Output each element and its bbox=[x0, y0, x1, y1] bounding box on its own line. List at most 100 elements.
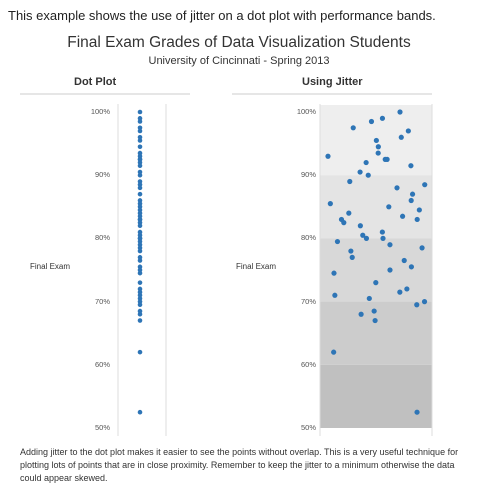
data-point-jitter bbox=[373, 280, 379, 286]
panel-title-dot-plot: Dot Plot bbox=[74, 76, 117, 88]
y-tick-label: 50% bbox=[300, 423, 316, 432]
y-tick-label: 50% bbox=[94, 423, 110, 432]
data-point-jitter bbox=[384, 156, 390, 162]
data-point-dot-plot bbox=[137, 229, 143, 235]
data-point-dot-plot bbox=[137, 236, 143, 241]
data-point-dot-plot bbox=[137, 179, 143, 184]
chart-title: Final Exam Grades of Data Visualization … bbox=[67, 34, 411, 51]
data-point-jitter bbox=[363, 235, 370, 241]
data-point-dot-plot bbox=[137, 153, 143, 159]
data-point-dot-plot bbox=[137, 267, 143, 273]
data-point-jitter bbox=[416, 207, 422, 213]
data-point-dot-plot bbox=[137, 270, 143, 276]
data-point-dot-plot bbox=[137, 150, 143, 156]
data-point-jitter bbox=[414, 302, 420, 308]
data-point-jitter bbox=[414, 409, 420, 415]
y-tick-label: 70% bbox=[94, 296, 110, 306]
data-point-jitter bbox=[348, 248, 354, 254]
data-point-dot-plot bbox=[137, 201, 143, 206]
data-point-dot-plot bbox=[137, 242, 143, 248]
data-point-dot-plot bbox=[137, 213, 143, 219]
data-point-jitter bbox=[387, 267, 393, 273]
data-point-jitter bbox=[366, 295, 372, 302]
data-point-jitter bbox=[419, 245, 425, 251]
data-point-dot-plot bbox=[137, 308, 143, 314]
data-point-jitter bbox=[349, 254, 355, 260]
row-label-dot-plot: Final Exam bbox=[30, 262, 71, 271]
data-point-dot-plot bbox=[137, 223, 143, 229]
data-point-dot-plot bbox=[137, 280, 143, 285]
data-point-jitter bbox=[341, 220, 347, 226]
data-point-dot-plot bbox=[137, 245, 143, 251]
data-point-dot-plot bbox=[137, 172, 143, 178]
data-point-dot-plot bbox=[137, 409, 143, 415]
y-tick-label: 80% bbox=[300, 233, 316, 243]
data-point-jitter bbox=[368, 118, 375, 125]
data-point-jitter bbox=[421, 299, 428, 305]
data-point-jitter bbox=[387, 242, 393, 248]
data-point-jitter bbox=[397, 289, 403, 295]
data-point-dot-plot bbox=[137, 185, 143, 191]
data-point-jitter bbox=[404, 286, 410, 292]
data-point-dot-plot bbox=[137, 299, 143, 304]
data-point-dot-plot bbox=[137, 144, 143, 150]
data-point-dot-plot bbox=[137, 207, 143, 213]
data-point-jitter bbox=[332, 292, 338, 298]
data-point-dot-plot bbox=[137, 128, 143, 134]
data-point-jitter bbox=[358, 311, 364, 317]
data-point-jitter bbox=[347, 178, 353, 185]
data-point-jitter bbox=[372, 317, 378, 324]
data-point-dot-plot bbox=[137, 204, 143, 210]
data-point-jitter bbox=[379, 115, 386, 121]
data-point-dot-plot bbox=[137, 349, 143, 355]
y-tick-label: 60% bbox=[94, 359, 110, 369]
y-tick-label: 80% bbox=[94, 233, 110, 243]
data-point-dot-plot bbox=[137, 138, 143, 143]
data-point-dot-plot bbox=[137, 248, 143, 254]
data-point-dot-plot bbox=[137, 258, 143, 263]
y-tick-label: 90% bbox=[300, 170, 316, 180]
data-point-jitter bbox=[401, 257, 407, 264]
data-point-jitter bbox=[331, 349, 337, 355]
panel-title-jitter: Using Jitter bbox=[302, 76, 363, 88]
data-point-dot-plot bbox=[137, 160, 143, 165]
intro-text: This example shows the use of jitter on … bbox=[8, 8, 436, 23]
data-point-dot-plot bbox=[137, 311, 143, 317]
performance-band bbox=[320, 175, 432, 239]
data-point-jitter bbox=[373, 137, 379, 144]
data-point-dot-plot bbox=[137, 296, 143, 301]
data-point-jitter bbox=[327, 201, 333, 207]
data-point-dot-plot bbox=[137, 125, 143, 131]
data-point-jitter bbox=[350, 125, 356, 131]
data-point-dot-plot bbox=[137, 255, 143, 260]
data-point-dot-plot bbox=[137, 116, 143, 121]
data-point-dot-plot bbox=[137, 169, 143, 175]
data-point-jitter bbox=[399, 213, 406, 219]
data-point-dot-plot bbox=[137, 239, 143, 244]
chart-caption: Adding jitter to the dot plot makes it e… bbox=[20, 447, 459, 483]
data-point-dot-plot bbox=[137, 232, 143, 238]
data-point-dot-plot bbox=[137, 109, 143, 115]
data-point-jitter bbox=[405, 128, 411, 134]
y-tick-label: 70% bbox=[300, 296, 316, 306]
data-point-jitter bbox=[408, 197, 414, 204]
data-point-dot-plot bbox=[137, 134, 143, 140]
data-point-dot-plot bbox=[137, 217, 143, 222]
data-point-jitter bbox=[346, 210, 352, 216]
data-point-jitter bbox=[371, 308, 377, 314]
data-point-jitter bbox=[363, 159, 369, 166]
data-point-dot-plot bbox=[137, 264, 143, 270]
data-point-jitter bbox=[394, 185, 400, 191]
y-tick-label: 60% bbox=[300, 359, 316, 369]
data-point-dot-plot bbox=[137, 210, 143, 216]
chart-subtitle: University of Cincinnati - Spring 2013 bbox=[148, 55, 330, 67]
y-tick-label: 90% bbox=[94, 170, 110, 180]
row-label-jitter: Final Exam bbox=[236, 262, 277, 271]
data-point-dot-plot bbox=[137, 191, 143, 197]
data-point-dot-plot bbox=[137, 302, 143, 308]
data-point-jitter bbox=[375, 150, 381, 156]
y-tick-label: 100% bbox=[90, 107, 110, 116]
data-point-jitter bbox=[422, 182, 428, 188]
data-point-jitter bbox=[360, 232, 366, 238]
data-point-jitter bbox=[375, 144, 381, 150]
